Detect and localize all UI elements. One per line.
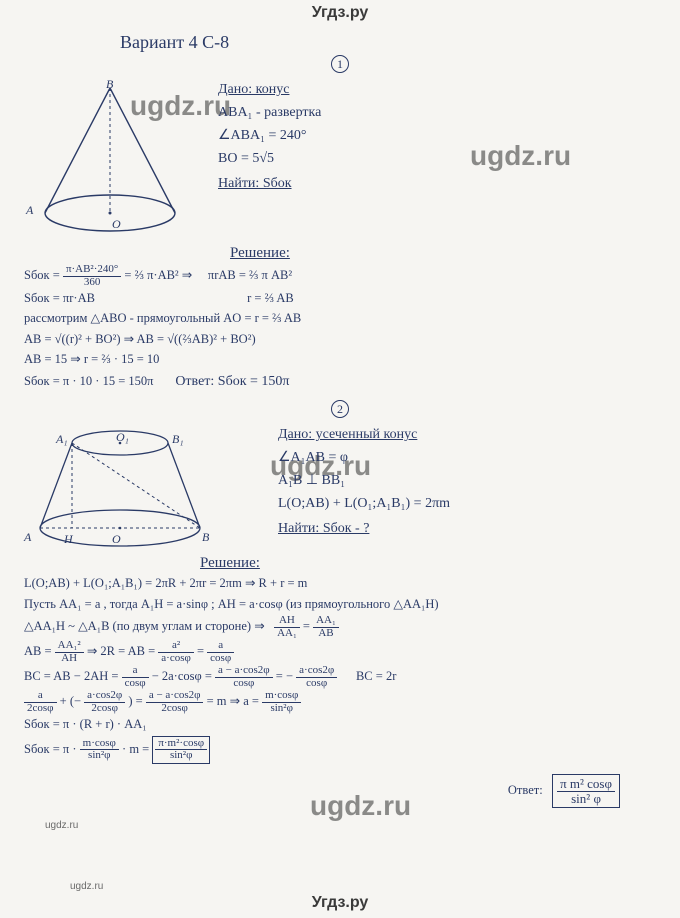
frac-num: a − a·cos2φ: [215, 665, 273, 678]
frac-num: AH: [274, 615, 300, 628]
s2l: Sбок = πr·AB: [24, 289, 244, 308]
p2-s5c: = −: [276, 669, 293, 683]
problem-number-2: 2: [331, 400, 349, 418]
p2-s8a: Sбок = π ·: [24, 742, 77, 756]
s4: AB = √((r)² + BO²) ⇒ AB = √((⅔AB)² + BO²…: [24, 330, 660, 349]
answer-num: π m² cosφ: [557, 777, 615, 792]
frac-num: AA₁²: [55, 640, 84, 653]
page-title: Вариант 4 С-8: [120, 32, 660, 53]
s3: рассмотрим △ABO - прямоугольный AO = r =…: [24, 309, 660, 328]
figure-cone: B A O: [20, 73, 200, 243]
label-A2: A: [24, 530, 31, 545]
given-line: ∠A₁AB = φ: [278, 447, 660, 468]
p2-s5b: − 2a·cosφ =: [152, 669, 212, 683]
problem-2: 2 A₁ O₁ B₁ A H O: [20, 400, 660, 808]
frac-den: AB: [313, 628, 339, 640]
given-line: L(O;AB) + L(O₁;A₁B₁) = 2πm: [278, 493, 660, 514]
solution-2: L(O;AB) + L(O₁;A₁B₁) = 2πR + 2πr = 2πm ⇒…: [24, 574, 660, 808]
frac-den: sin²φ: [80, 750, 119, 762]
cone-svg: [20, 73, 200, 243]
frac-num: π·AB²·240°: [63, 264, 121, 277]
given-2: Дано: усеченный конус ∠A₁AB = φ A₁B ⊥ BB…: [238, 418, 660, 553]
p2-s5r: BC = 2r: [356, 669, 396, 683]
frac-den: sin²φ: [155, 750, 207, 762]
frac-den: sin²φ: [262, 703, 301, 715]
frac-den: AA₁: [274, 628, 300, 640]
p2-s6d: = m ⇒ a =: [207, 694, 259, 708]
p2-s4a: AB =: [24, 644, 52, 658]
frac-den: cosφ: [207, 653, 234, 665]
label-A1: A₁: [56, 432, 68, 447]
frac-den: 2cosφ: [24, 703, 57, 715]
given-find: Найти: Sбок: [218, 173, 660, 194]
label-A: A: [26, 203, 33, 218]
frac-num: a − a·cos2φ: [146, 690, 204, 703]
page: Угдз.ру Угдз.ру ugdz.ru ugdz.ru ugdz.ru …: [0, 0, 680, 918]
given-line: BO = 5√5: [218, 148, 660, 169]
label-B: B: [106, 77, 113, 92]
p2-s3: △AA₁H ~ △A₁B (по двум углам и стороне) ⇒: [24, 619, 265, 633]
label-O1: O₁: [116, 430, 129, 445]
solution-head-2: Решение:: [200, 555, 660, 572]
frac-den: cosφ: [296, 678, 337, 690]
problem-number-1: 1: [331, 55, 349, 73]
frac-den: cosφ: [215, 678, 273, 690]
frac-den: cosφ: [122, 678, 149, 690]
watermark-small: ugdz.ru: [70, 881, 103, 892]
p2-s7: Sбок = π · (R + r) · AA₁: [24, 715, 660, 734]
s6: Sбок = π · 10 · 15 = 150π: [24, 374, 153, 388]
solution-head-1: Решение:: [230, 245, 660, 262]
p2-s6c: ) =: [128, 694, 142, 708]
s2r: r = ⅔ AB: [247, 291, 294, 305]
answer-den: sin² φ: [557, 792, 615, 806]
frac-num: a: [122, 665, 149, 678]
label-B2: B: [202, 530, 209, 545]
given-line: ABA₁ - развертка: [218, 102, 660, 123]
answer-2-label: Ответ:: [508, 783, 543, 797]
frac-den: AH: [55, 653, 84, 665]
figure-frustum: A₁ O₁ B₁ A H O B: [20, 418, 220, 553]
frac-den: a·cosφ: [158, 653, 194, 665]
given-1: Дано: конус ABA₁ - развертка ∠ABA₁ = 240…: [218, 73, 660, 243]
frac-num: AA₁: [313, 615, 339, 628]
given-find: Найти: Sбок - ?: [278, 518, 660, 539]
frac-num: a²: [158, 640, 194, 653]
watermark-bottom: Угдз.ру: [312, 894, 369, 912]
p2-s2: Пусть AA₁ = a , тогда A₁H = a·sinφ ; AH …: [24, 595, 660, 614]
given-head: Дано: конус: [218, 79, 660, 100]
p2-s8b: · m =: [122, 742, 149, 756]
s5: AB = 15 ⇒ r = ⅔ · 15 = 10: [24, 350, 660, 369]
frac-den: 2cosφ: [84, 703, 125, 715]
frac-num: a·cos2φ: [84, 690, 125, 703]
p2-s5a: BC = AB − 2AH =: [24, 669, 118, 683]
s1r: = ⅔ π·AB² ⇒: [124, 268, 192, 282]
p2-s4c: =: [197, 644, 204, 658]
p2-s1: L(O;AB) + L(O₁;A₁B₁) = 2πR + 2πr = 2πm ⇒…: [24, 574, 660, 593]
label-O2: O: [112, 532, 121, 547]
frac-den: 2cosφ: [146, 703, 204, 715]
watermark-top: Угдз.ру: [312, 4, 369, 22]
frac-num: a: [24, 690, 57, 703]
solution-1: Sбок = π·AB²·240°360 = ⅔ π·AB² ⇒ πrAB = …: [24, 264, 660, 392]
given-head: Дано: усеченный конус: [278, 424, 660, 445]
given-line: A₁B ⊥ BB₁: [278, 470, 660, 491]
s1: Sбок =: [24, 268, 60, 282]
frac-den: 360: [63, 277, 121, 289]
frac-num: a: [207, 640, 234, 653]
s1b: πrAB = ⅔ π AB²: [208, 268, 292, 282]
answer-1: Ответ: Sбок = 150π: [175, 374, 289, 389]
p2-s6+: + (−: [60, 694, 81, 708]
p2-s4b: ⇒ 2R = AB =: [87, 644, 155, 658]
given-line: ∠ABA₁ = 240°: [218, 125, 660, 146]
label-O: O: [112, 217, 121, 232]
label-B1: B₁: [172, 432, 184, 447]
watermark-small: ugdz.ru: [45, 820, 78, 831]
frac-num: m·cosφ: [262, 690, 301, 703]
label-H: H: [64, 532, 73, 547]
frac-num: a·cos2φ: [296, 665, 337, 678]
problem-1: 1 B A O Дано: конус ABA₁ - развертка ∠AB…: [20, 55, 660, 392]
